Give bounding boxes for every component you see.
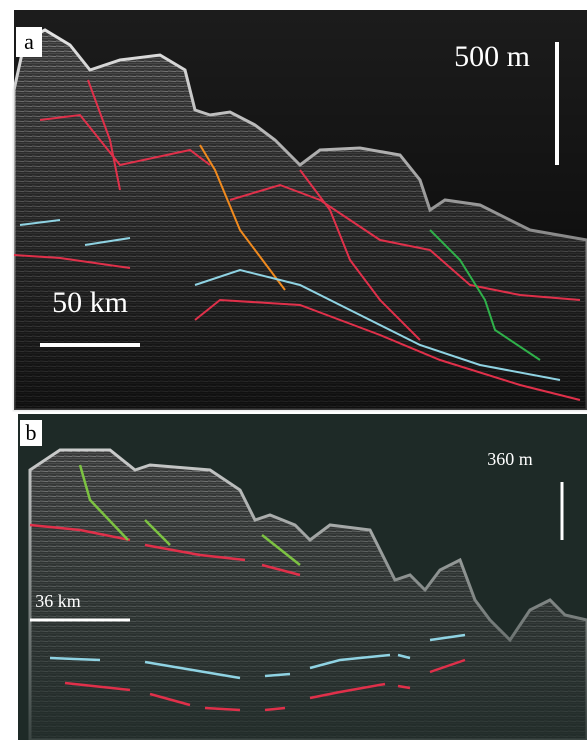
horizontal-scale-label: 36 km: [35, 591, 81, 611]
vertical-scale-label: 500 m: [454, 40, 530, 73]
horizontal-scale-label: 50 km: [52, 286, 128, 319]
panel-label: a: [24, 29, 34, 54]
vertical-scale-label: 360 m: [487, 449, 533, 469]
panel-a: a 500 m 50 km: [14, 10, 587, 410]
panel-b: b 360 m 36 km: [18, 414, 587, 740]
panel-label: b: [26, 420, 37, 445]
figure: a 500 m 50 km b 360 m 36 km: [0, 0, 587, 740]
